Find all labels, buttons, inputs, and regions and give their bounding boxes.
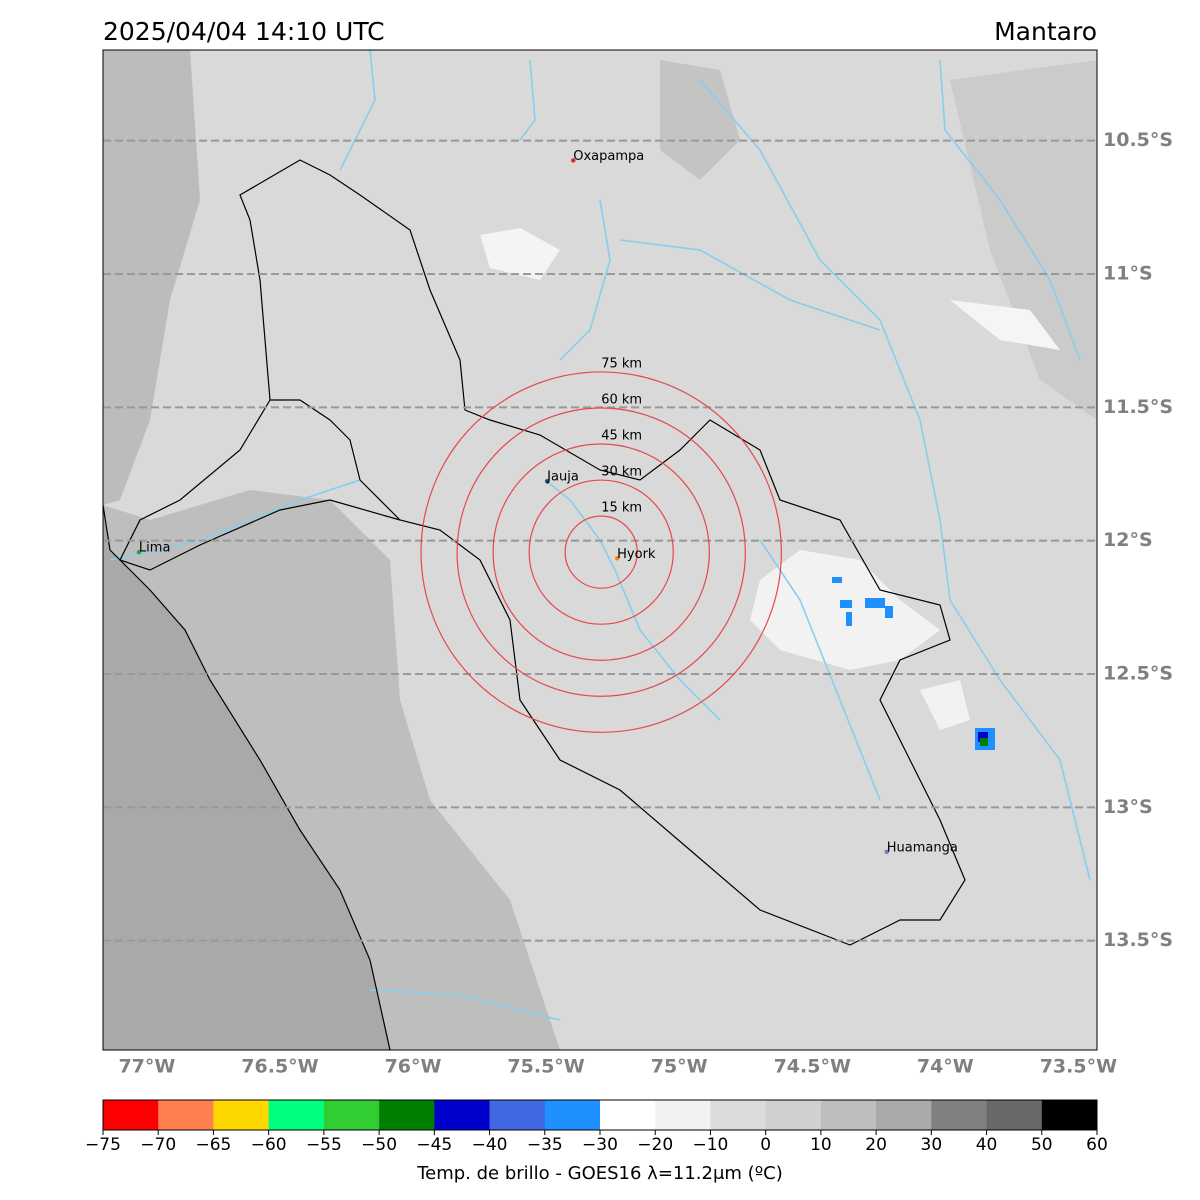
colorbar-tick-label: 50	[1031, 1135, 1053, 1155]
lat-label: 13.5°S	[1103, 929, 1173, 951]
colorbar-swatch	[600, 1100, 656, 1130]
lat-label: 11°S	[1103, 263, 1153, 285]
colorbar: −75 −70 −65 −60 −55 −50 −45 −40 −35 −30 −20 −10 0 10 2…	[85, 1099, 1108, 1155]
colorbar-swatch	[434, 1100, 490, 1130]
colorbar-tick-label: 60	[1086, 1135, 1108, 1155]
lat-label: 12.5°S	[1103, 663, 1173, 685]
colorbar-swatch	[1041, 1100, 1098, 1130]
gridlines	[103, 139, 1097, 942]
colorbar-tick-label: −40	[472, 1135, 508, 1155]
lon-label: 73.5°W	[1040, 1056, 1117, 1078]
colorbar-tick-label: 10	[810, 1135, 832, 1155]
colorbar-swatch	[876, 1100, 932, 1130]
colorbar-swatch	[655, 1100, 711, 1130]
map-frame	[102, 49, 1098, 1051]
colorbar-swatch	[213, 1100, 269, 1130]
city-label: Jauja	[546, 470, 579, 485]
colorbar-tick-label: −65	[195, 1135, 231, 1155]
colorbar-swatch	[765, 1100, 822, 1130]
colorbar-tick-label: 30	[921, 1135, 943, 1155]
colorbar-tick-label: −60	[251, 1135, 287, 1155]
colorbar-swatch	[710, 1100, 766, 1130]
city-marker	[614, 556, 620, 561]
lon-label: 75°W	[651, 1056, 708, 1078]
colorbar-label: Temp. de brillo - GOES16 λ=11.2μm (ºC)	[416, 1163, 783, 1184]
colorbar-tick-label: −50	[361, 1135, 397, 1155]
colorbar-tick-label: 40	[976, 1135, 998, 1155]
colorbar-swatch	[820, 1100, 877, 1130]
colorbar-swatch	[931, 1100, 987, 1130]
colorbar-tick-label: 0	[760, 1135, 771, 1155]
region: Mantaro	[994, 17, 1097, 46]
city-marker	[136, 549, 142, 555]
range-ring	[456, 407, 746, 697]
lat-label: 13°S	[1103, 796, 1153, 818]
colorbar-tick-label: −45	[416, 1135, 452, 1155]
colorbar-swatch	[986, 1100, 1043, 1130]
range-ring	[420, 371, 782, 733]
city-marker	[571, 158, 576, 163]
ring-label: 60 km	[601, 392, 642, 407]
colorbar-swatch	[268, 1100, 325, 1130]
ring-label: 45 km	[601, 429, 642, 444]
colorbar-swatch	[544, 1100, 601, 1130]
range-ring	[528, 479, 674, 625]
colorbar-tick-label: −10	[692, 1135, 728, 1155]
colorbar-tick-label: −55	[306, 1135, 342, 1155]
range-ring	[564, 515, 638, 589]
colorbar-tick-label: −70	[140, 1135, 176, 1155]
axes: 10.5°S 11°S 11.5°S 12°S 12.5°S 13°S 13.5°S 77°W…	[118, 129, 1173, 1077]
lat-label: 10.5°S	[1103, 129, 1173, 151]
lon-label: 75.5°W	[507, 1056, 584, 1078]
city-label: Lima	[139, 541, 170, 556]
colorbar-swatch	[103, 1100, 159, 1130]
colorbar-swatch	[323, 1100, 380, 1130]
city-label: Hyork	[617, 547, 656, 562]
ring-label: 15 km	[601, 501, 642, 516]
title: 2025/04/04 14:10 UTC	[103, 17, 385, 46]
lat-label: 11.5°S	[1103, 396, 1173, 418]
range-ring	[492, 443, 710, 661]
colorbar-tick-label: 20	[865, 1135, 887, 1155]
overlay: 15 km 30 km 45 km 60 km 75 km Oxapampa Jauja Li…	[136, 149, 958, 855]
city-marker	[544, 479, 550, 484]
lon-label: 76.5°W	[241, 1056, 318, 1078]
lat-label: 12°S	[1103, 529, 1153, 551]
city-label: Huamanga	[887, 840, 958, 855]
ring-label: 75 km	[601, 356, 642, 371]
lon-label: 77°W	[118, 1056, 175, 1078]
city-marker	[884, 849, 889, 855]
city-label: Oxapampa	[573, 149, 644, 164]
colorbar-tick-label: −20	[637, 1135, 673, 1155]
lon-label: 74°W	[917, 1056, 974, 1078]
colorbar-tick-label: −75	[85, 1135, 121, 1155]
colorbar-swatch	[489, 1100, 546, 1130]
lon-label: 74.5°W	[774, 1056, 851, 1078]
ring-label: 30 km	[601, 465, 642, 480]
colorbar-tick-label: −35	[527, 1135, 563, 1155]
colorbar-tick-label: −30	[582, 1135, 618, 1155]
colorbar-swatch	[379, 1100, 435, 1130]
map-background	[103, 50, 1097, 1050]
lon-label: 76°W	[385, 1056, 442, 1078]
colorbar-swatch	[158, 1100, 214, 1130]
